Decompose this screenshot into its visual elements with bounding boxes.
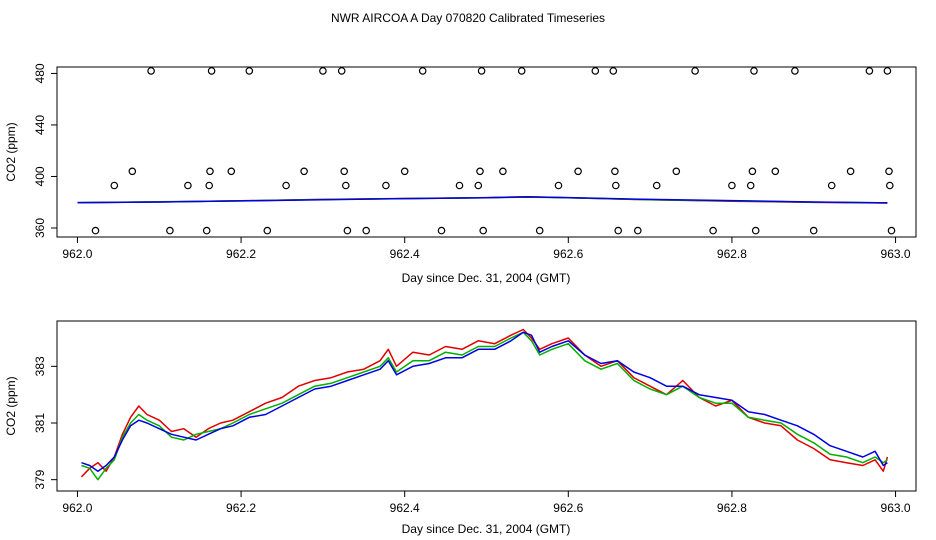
top-series-blue-line xyxy=(77,196,888,204)
calibration-point xyxy=(245,67,254,75)
bottom-y-tick-label: 383 xyxy=(33,356,47,376)
top-x-tick-label: 962.0 xyxy=(62,247,92,261)
calibration-point xyxy=(184,181,192,190)
calibration-point xyxy=(691,67,699,75)
calibration-point xyxy=(437,226,446,235)
calibration-point xyxy=(633,226,642,235)
bottom-x-tick-label: 962.0 xyxy=(62,501,92,515)
calibration-point xyxy=(455,181,464,190)
calibration-point xyxy=(591,67,600,75)
top-x-tick-label: 963.0 xyxy=(881,247,911,261)
calibration-point xyxy=(554,181,563,190)
calibration-point xyxy=(340,167,349,176)
calibration-point xyxy=(207,67,216,75)
calibration-point xyxy=(282,181,290,190)
calibration-point xyxy=(728,181,736,190)
calibration-point xyxy=(574,167,582,176)
bottom-series-lines xyxy=(80,328,889,481)
calibration-point xyxy=(400,167,409,176)
calibration-point xyxy=(337,67,346,75)
calibration-point xyxy=(809,226,818,235)
bottom-y-axis-label: CO2 (ppm) xyxy=(4,376,18,435)
calibration-point xyxy=(382,181,390,190)
top-y-tick-label: 440 xyxy=(33,115,47,135)
top-x-tick-label: 962.6 xyxy=(553,247,583,261)
calibration-point xyxy=(341,181,350,190)
calibration-point xyxy=(709,226,717,235)
top-y-axis: 360 400 440 480 xyxy=(33,63,58,238)
calibration-point xyxy=(887,226,896,235)
top-x-tick-label: 962.2 xyxy=(226,247,256,261)
calibration-point xyxy=(227,167,236,176)
top-plot-frame xyxy=(56,66,917,238)
bottom-y-axis: 379 381 383 xyxy=(33,356,58,490)
calibration-point xyxy=(750,67,758,75)
bottom-x-axis: 962.0 962.2 962.4 962.6 962.8 963.0 xyxy=(62,490,911,515)
calibration-point xyxy=(751,226,760,235)
calibration-point xyxy=(263,226,272,235)
calibration-point xyxy=(609,67,618,75)
calibration-point xyxy=(166,226,174,235)
calibration-point xyxy=(418,67,427,75)
calibration-point xyxy=(319,67,327,75)
calibration-point xyxy=(885,167,893,176)
calibration-point xyxy=(147,67,155,75)
calibration-point xyxy=(652,181,661,190)
top-y-axis-label: CO2 (ppm) xyxy=(4,122,18,181)
top-y-tick-label: 400 xyxy=(33,166,47,186)
bottom-x-tick-label: 962.8 xyxy=(717,501,747,515)
bottom-panel: 962.0 962.2 962.4 962.6 962.8 963.0 379 381 383… xyxy=(4,320,917,536)
bottom-x-tick-label: 962.4 xyxy=(390,501,420,515)
calibration-point xyxy=(202,226,211,235)
bottom-series-red-line xyxy=(80,328,889,478)
calibration-point xyxy=(300,167,308,176)
top-x-tick-label: 962.4 xyxy=(390,247,420,261)
bottom-x-tick-label: 963.0 xyxy=(881,501,911,515)
calibration-point xyxy=(362,226,371,235)
calibration-point xyxy=(846,167,855,176)
bottom-y-tick-label: 381 xyxy=(33,413,47,433)
calibration-point xyxy=(827,181,836,190)
calibration-point xyxy=(535,226,544,235)
bottom-y-tick-label: 379 xyxy=(33,469,47,489)
top-x-axis: 962.0 962.2 962.4 962.6 962.8 963.0 xyxy=(62,236,911,261)
bottom-series-green-line xyxy=(81,331,888,481)
calibration-point xyxy=(499,167,507,176)
calibration-point xyxy=(611,181,620,190)
calibration-point xyxy=(517,67,526,75)
top-series-lines xyxy=(77,196,888,204)
calibration-point xyxy=(771,167,780,176)
calibration-point xyxy=(128,167,137,176)
calibration-point xyxy=(885,181,894,190)
calibration-point xyxy=(205,181,214,190)
calibration-point xyxy=(477,67,486,75)
calibration-point xyxy=(206,167,214,176)
top-panel: 962.0 962.2 962.4 962.6 962.8 963.0 360 400 440… xyxy=(4,63,917,285)
calibration-point xyxy=(746,181,755,190)
bottom-x-tick-label: 962.2 xyxy=(226,501,256,515)
calibration-point xyxy=(611,167,619,176)
bottom-series-blue-line xyxy=(81,331,888,472)
calibration-point xyxy=(672,167,681,176)
bottom-x-tick-label: 962.6 xyxy=(553,501,583,515)
calibration-point xyxy=(748,167,757,176)
top-calibration-points xyxy=(91,67,896,235)
calibration-point xyxy=(865,67,874,75)
calibration-point xyxy=(476,167,484,176)
calibration-point xyxy=(91,226,100,235)
chart-title: NWR AIRCOA A Day 070820 Calibrated Times… xyxy=(331,11,605,25)
top-y-tick-label: 480 xyxy=(33,63,47,83)
top-x-axis-label: Day since Dec. 31, 2004 (GMT) xyxy=(402,271,571,285)
calibration-point xyxy=(110,181,119,190)
bottom-x-axis-label: Day since Dec. 31, 2004 (GMT) xyxy=(402,522,571,536)
top-x-tick-label: 962.8 xyxy=(717,247,747,261)
calibration-point xyxy=(614,226,623,235)
calibration-point xyxy=(791,67,799,75)
top-y-tick-label: 360 xyxy=(33,218,47,238)
calibration-point xyxy=(343,226,352,235)
calibration-point xyxy=(479,226,488,235)
calibration-point xyxy=(474,181,483,190)
calibration-point xyxy=(883,67,892,75)
